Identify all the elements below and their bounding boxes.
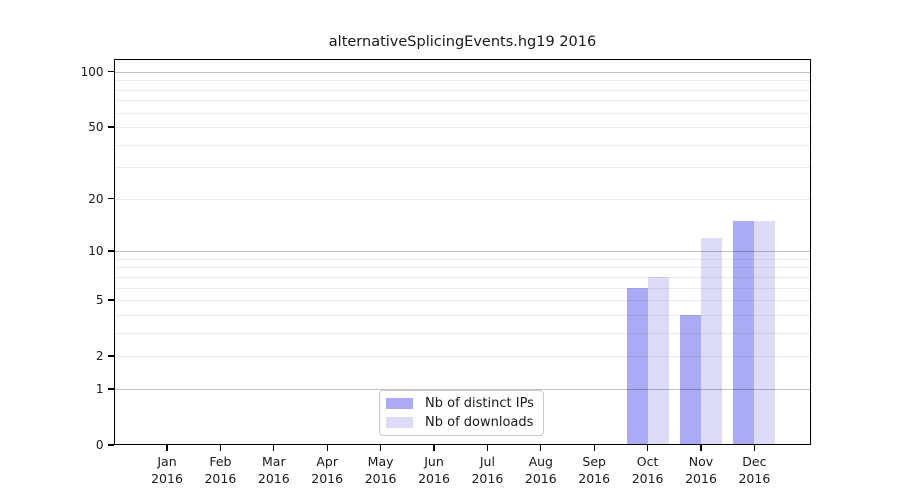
minor-gridline — [114, 127, 811, 129]
y-axis-tick — [107, 198, 114, 200]
minor-gridline — [114, 356, 811, 358]
x-axis-tick-label: Jun 2016 — [418, 454, 450, 486]
y-axis-tick-label: 10 — [88, 244, 104, 259]
y-axis-tick-label: 50 — [88, 120, 104, 135]
minor-gridline — [114, 314, 811, 316]
y-axis-tick-label: 2 — [95, 349, 104, 364]
minor-gridline — [114, 144, 811, 146]
minor-gridline — [114, 89, 811, 91]
x-axis-tick — [219, 445, 222, 451]
bar-downloads — [647, 276, 669, 445]
x-axis-tick-label: Feb 2016 — [204, 454, 237, 486]
major-gridline — [114, 71, 811, 73]
x-axis-tick — [700, 445, 702, 451]
x-axis-tick-label: May 2016 — [364, 454, 397, 486]
x-axis-tick — [166, 445, 168, 451]
legend-swatch-icon — [386, 417, 413, 428]
y-axis-tick-label: 1 — [95, 381, 104, 396]
y-axis-tick — [107, 444, 114, 446]
x-axis-tick-label: Mar 2016 — [257, 454, 290, 486]
minor-gridline — [114, 198, 811, 200]
legend-label: Nb of downloads — [425, 415, 534, 430]
minor-gridline — [114, 287, 811, 289]
y-axis-tick — [107, 250, 114, 252]
y-axis-tick-label: 5 — [95, 293, 104, 308]
minor-gridline — [114, 112, 811, 114]
bar-downloads — [754, 220, 776, 445]
bar-distinct-ips — [733, 220, 755, 445]
x-axis-tick — [646, 445, 649, 451]
bar-distinct-ips — [680, 314, 701, 445]
x-axis-tick-label: Nov 2016 — [685, 454, 717, 486]
x-axis-tick-label: Sep 2016 — [578, 454, 611, 486]
y-axis-tick — [107, 126, 114, 128]
minor-gridline — [114, 167, 811, 169]
y-axis-tick-label: 100 — [80, 64, 104, 79]
minor-gridline — [114, 300, 811, 302]
x-axis-tick-label: Jan 2016 — [151, 454, 183, 486]
minor-gridline — [114, 100, 811, 102]
x-axis-tick-label: Dec 2016 — [738, 454, 771, 486]
x-axis-tick-label: Aug 2016 — [524, 454, 557, 486]
legend: Nb of distinct IPs Nb of downloads — [379, 390, 544, 436]
x-axis-tick-label: Oct 2016 — [631, 454, 664, 486]
chart-title: alternativeSplicingEvents.hg19 2016 — [328, 34, 597, 50]
y-axis-tick — [107, 355, 114, 357]
y-axis-tick — [107, 388, 114, 390]
y-axis-tick-label: 20 — [88, 191, 104, 206]
x-axis-tick — [273, 445, 275, 451]
minor-gridline — [114, 258, 811, 260]
minor-gridline — [114, 276, 811, 278]
x-axis-tick — [753, 445, 756, 451]
x-axis-tick-label: Jul 2016 — [471, 454, 504, 486]
x-axis-tick — [326, 445, 328, 451]
bar-downloads — [701, 237, 722, 445]
x-axis-tick — [379, 445, 382, 451]
x-axis-tick — [540, 445, 542, 451]
x-axis-tick — [433, 445, 435, 451]
y-axis-tick — [107, 299, 114, 301]
y-axis-tick — [107, 71, 114, 73]
x-axis-tick — [593, 445, 595, 451]
minor-gridline — [114, 80, 811, 82]
y-axis-tick-label: 0 — [95, 438, 104, 452]
bar-distinct-ips — [626, 287, 648, 445]
legend-label: Nb of distinct IPs — [425, 396, 534, 411]
minor-gridline — [114, 267, 811, 269]
plot-border — [114, 59, 811, 445]
legend-swatch-icon — [386, 398, 413, 409]
major-gridline — [114, 388, 811, 390]
legend-item: Nb of downloads — [386, 413, 537, 432]
x-axis-tick-label: Apr 2016 — [311, 454, 344, 486]
legend-item: Nb of distinct IPs — [386, 394, 537, 413]
major-gridline — [114, 251, 811, 253]
minor-gridline — [114, 332, 811, 334]
x-axis-tick — [486, 445, 489, 451]
